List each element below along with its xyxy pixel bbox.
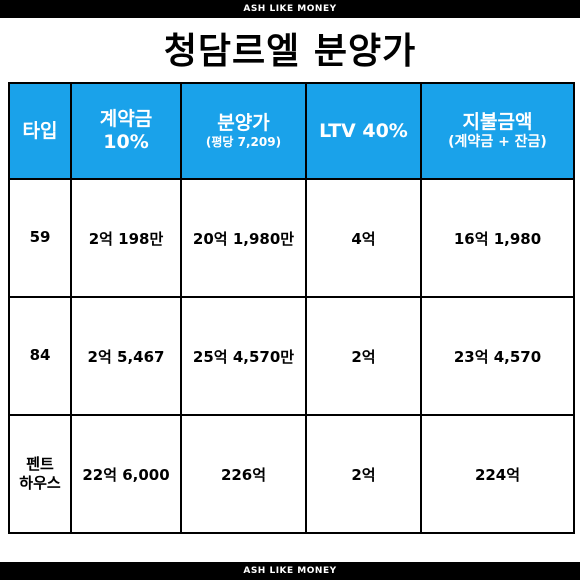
cell-price: 20억 1,980만 [180, 178, 307, 298]
top-brand-band: ASH LIKE MONEY [0, 0, 580, 18]
cell-price: 25억 4,570만 [180, 296, 307, 416]
cell-payment: 224억 [420, 414, 575, 534]
cell-deposit: 2억 198만 [70, 178, 182, 298]
header-ltv: LTV 40% [305, 82, 422, 180]
cell-payment: 23억 4,570 [420, 296, 575, 416]
cell-type: 59 [8, 178, 72, 298]
cell-type: 84 [8, 296, 72, 416]
header-deposit: 계약금 10% [70, 82, 182, 180]
cell-deposit: 22억 6,000 [70, 414, 182, 534]
cell-ltv: 4억 [305, 178, 422, 298]
cell-price: 226억 [180, 414, 307, 534]
header-price: 분양가 (평당 7,209) [180, 82, 307, 180]
table-row: 84 2억 5,467 25억 4,570만 2억 23억 4,570 [8, 296, 575, 416]
header-type: 타입 [8, 82, 72, 180]
cell-type: 펜트 하우스 [8, 414, 72, 534]
table-row: 펜트 하우스 22억 6,000 226억 2억 224억 [8, 414, 575, 534]
cell-ltv: 2억 [305, 296, 422, 416]
cell-deposit: 2억 5,467 [70, 296, 182, 416]
table-header-row: 타입 계약금 10% 분양가 (평당 7,209) LTV 40% 지불금액 (… [8, 82, 575, 180]
cell-ltv: 2억 [305, 414, 422, 534]
bottom-brand-band: ASH LIKE MONEY [0, 562, 580, 580]
page-title: 청담르엘 분양가 [163, 31, 417, 72]
table-row: 59 2억 198만 20억 1,980만 4억 16억 1,980 [8, 178, 575, 298]
price-table: 타입 계약금 10% 분양가 (평당 7,209) LTV 40% 지불금액 (… [8, 82, 575, 534]
header-payment: 지불금액 (계약금 + 잔금) [420, 82, 575, 180]
cell-payment: 16억 1,980 [420, 178, 575, 298]
